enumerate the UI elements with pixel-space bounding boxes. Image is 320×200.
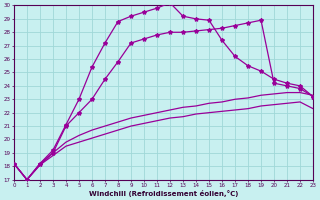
X-axis label: Windchill (Refroidissement éolien,°C): Windchill (Refroidissement éolien,°C) (89, 190, 238, 197)
